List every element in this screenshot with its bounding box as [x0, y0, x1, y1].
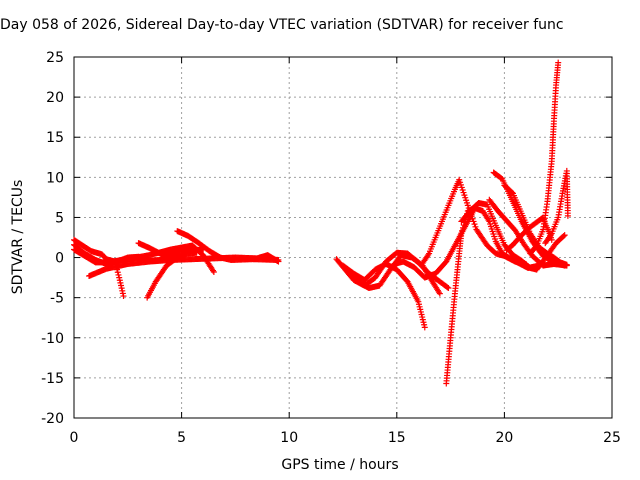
- data-point: [118, 282, 125, 289]
- data-point: [471, 221, 478, 228]
- data-series: [503, 214, 555, 254]
- data-series: [144, 249, 200, 301]
- data-series: [174, 228, 282, 263]
- y-tick-label: 5: [55, 210, 64, 226]
- data-series: [348, 252, 443, 297]
- data-point: [275, 256, 282, 263]
- x-tick-label: 20: [495, 430, 513, 446]
- data-point: [472, 223, 479, 230]
- x-tick-label: 0: [70, 430, 79, 446]
- data-point: [555, 59, 562, 66]
- data-point: [120, 293, 127, 300]
- data-point: [468, 213, 475, 220]
- data-point: [445, 285, 452, 292]
- data-point: [436, 290, 443, 297]
- data-series: [340, 260, 428, 331]
- data-point: [425, 251, 432, 258]
- data-point: [114, 269, 121, 276]
- data-point: [119, 287, 126, 294]
- y-tick-label: -20: [41, 411, 64, 427]
- data-point: [563, 261, 570, 268]
- data-point: [117, 279, 124, 286]
- data-series: [419, 176, 529, 267]
- data-point: [210, 268, 217, 275]
- data-point: [547, 231, 554, 238]
- data-point: [509, 189, 516, 196]
- x-tick-label: 25: [603, 430, 621, 446]
- data-point: [560, 232, 567, 239]
- x-tick-label: 10: [280, 430, 298, 446]
- y-tick-label: -15: [41, 371, 64, 387]
- data-point: [458, 230, 465, 237]
- y-tick-label: 15: [46, 130, 64, 146]
- data-point: [116, 274, 123, 281]
- y-tick-label: 25: [46, 50, 64, 66]
- data-point: [470, 218, 477, 225]
- data-point: [115, 271, 122, 278]
- data-point: [421, 324, 428, 331]
- data-point: [459, 227, 466, 234]
- y-axis-label: SDTVAR / TECUs: [10, 179, 26, 295]
- data-point: [119, 290, 126, 297]
- data-point: [469, 215, 476, 222]
- y-tick-label: 10: [46, 170, 64, 186]
- data-point: [460, 222, 467, 229]
- data-point: [118, 285, 125, 292]
- data-point: [193, 249, 200, 256]
- data-point: [444, 284, 451, 291]
- y-tick-label: -10: [41, 331, 64, 347]
- y-tick-label: 0: [55, 251, 64, 267]
- data-point: [459, 224, 466, 231]
- data-point: [116, 277, 123, 284]
- x-axis-label: GPS time / hours: [281, 457, 399, 473]
- data-series: [542, 167, 571, 247]
- data-series: [527, 59, 562, 257]
- y-tick-label: -5: [50, 291, 64, 307]
- data-point: [464, 202, 471, 209]
- chart-title: Day 058 of 2026, Sidereal Day-to-day VTE…: [0, 17, 564, 33]
- data-point: [532, 243, 539, 250]
- data-point: [561, 232, 568, 239]
- y-tick-label: 20: [46, 90, 64, 106]
- x-tick-label: 15: [388, 430, 406, 446]
- data-point: [564, 212, 571, 219]
- x-tick-label: 5: [177, 430, 186, 446]
